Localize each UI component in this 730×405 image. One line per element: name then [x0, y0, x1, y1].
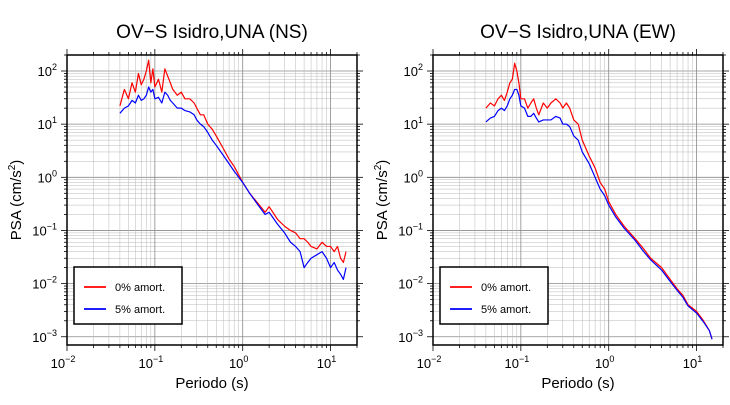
x-tick-label: 10−1	[138, 354, 163, 371]
series-line-red	[485, 62, 713, 340]
chart-panel-1: OV−S Isidro,UNA (NS) 10−2 10−1 100 101 102 101…	[7, 22, 363, 392]
y-tick-label: 10−3	[32, 328, 57, 345]
y-tick-label: 10−2	[32, 275, 57, 292]
series-line-red	[119, 59, 347, 264]
chart-title: OV−S Isidro,UNA (EW)	[480, 22, 676, 43]
legend-label: 5% amort.	[115, 304, 165, 316]
x-axis-label: Periodo (s)	[541, 375, 614, 392]
legend-label: 0% amort.	[481, 282, 531, 294]
series-line-blue	[485, 88, 713, 340]
legend: 0% amort. 5% amort.	[439, 266, 549, 325]
y-tick-label: 10−1	[398, 221, 423, 238]
y-tick-label: 10−1	[32, 221, 57, 238]
y-tick-label: 10−2	[398, 275, 423, 292]
x-tick-label: 101	[317, 354, 336, 371]
x-axis-label: Periodo (s)	[175, 375, 248, 392]
legend-box	[439, 266, 549, 325]
plot-frame	[66, 54, 358, 346]
x-tick-label: 10−2	[417, 354, 442, 371]
x-tick-label: 101	[683, 354, 702, 371]
series-line-blue	[119, 86, 347, 280]
chart-panel-2: OV−S Isidro,UNA (EW) 10−2 10−1 100 101 102 101…	[373, 22, 729, 392]
y-tick-label: 102	[38, 62, 57, 79]
x-tick-label: 100	[229, 354, 248, 371]
y-tick-label: 10−3	[398, 328, 423, 345]
chart-title: OV−S Isidro,UNA (NS)	[116, 22, 308, 43]
y-axis-label: PSA (cm/s2)	[373, 160, 391, 241]
legend-label: 5% amort.	[481, 304, 531, 316]
x-tick-label: 10−2	[51, 354, 76, 371]
legend-box	[73, 266, 183, 325]
y-tick-label: 101	[404, 115, 423, 132]
y-axis-label: PSA (cm/s2)	[7, 160, 25, 241]
x-tick-label: 100	[595, 354, 614, 371]
legend-label: 0% amort.	[115, 282, 165, 294]
y-tick-label: 100	[38, 168, 57, 185]
plot-frame	[432, 54, 724, 346]
legend: 0% amort. 5% amort.	[73, 266, 183, 325]
y-tick-label: 100	[404, 168, 423, 185]
x-tick-label: 10−1	[504, 354, 529, 371]
y-tick-label: 102	[404, 62, 423, 79]
y-tick-label: 101	[38, 115, 57, 132]
